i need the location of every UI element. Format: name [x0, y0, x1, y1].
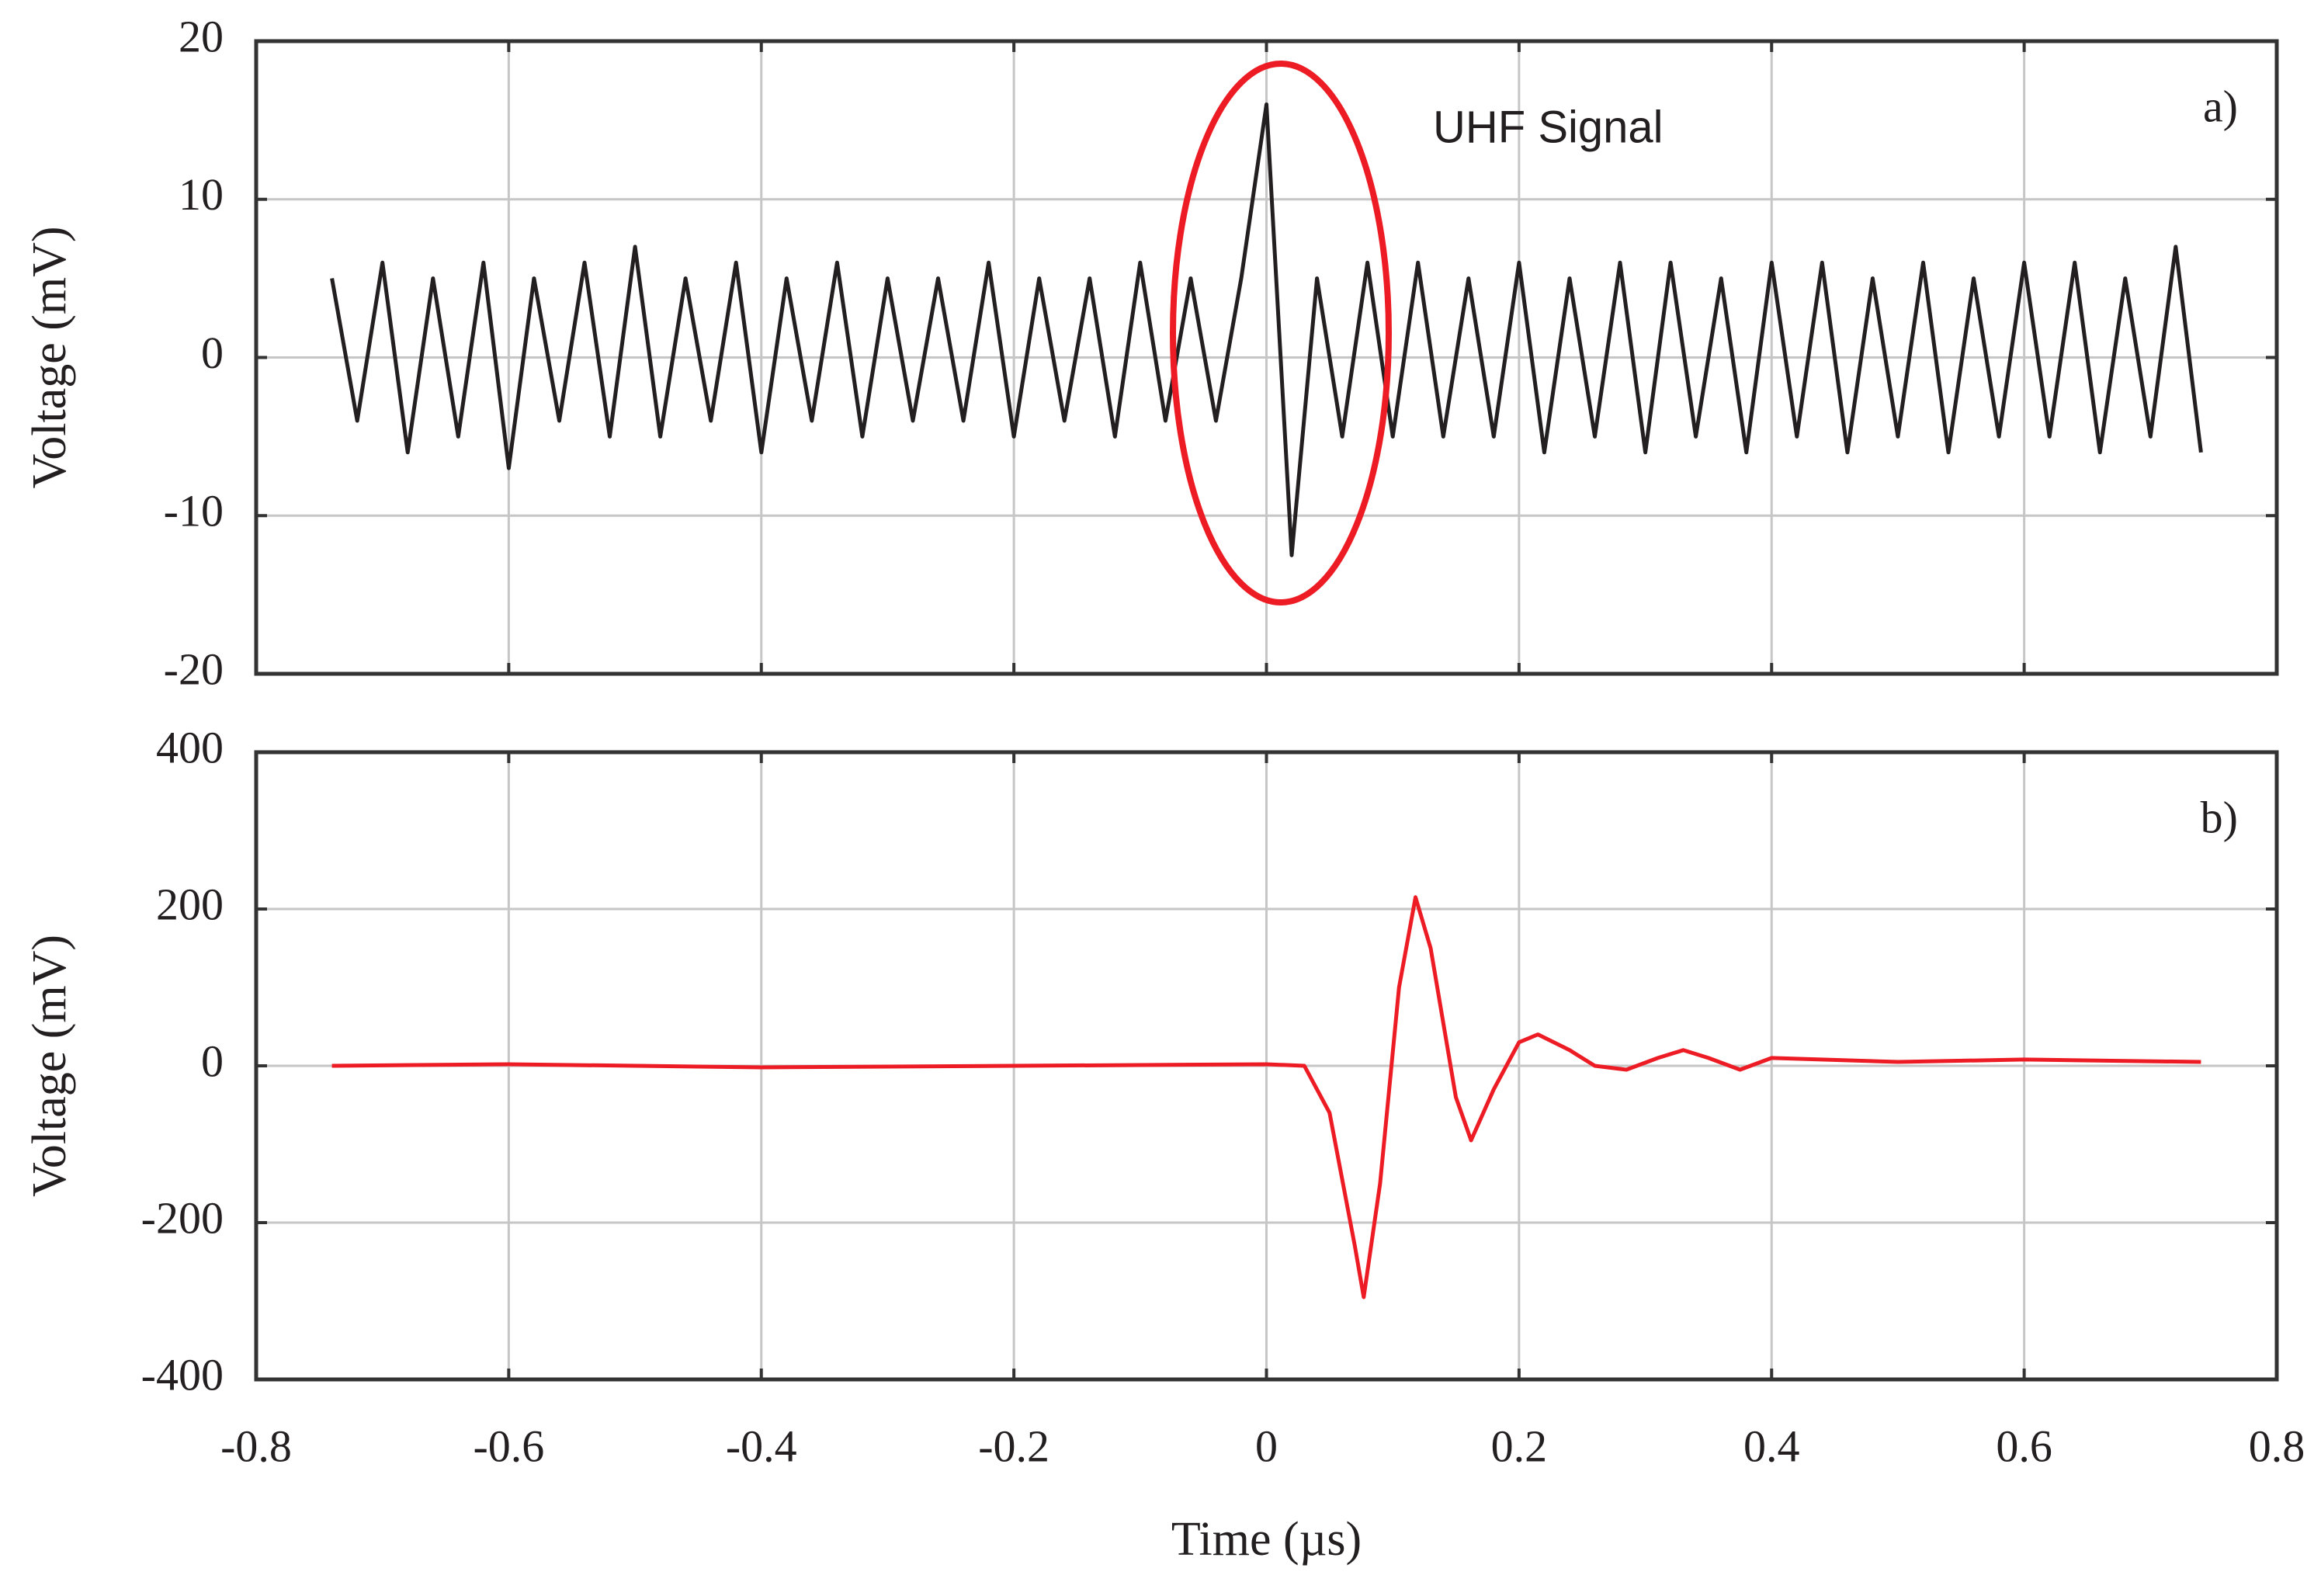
x-axis-label: Time (µs): [1171, 1513, 1362, 1566]
panel-label: a): [2203, 81, 2238, 131]
x-tick-label: 0.4: [1743, 1421, 1800, 1471]
x-tick-label: -0.8: [220, 1421, 292, 1471]
x-tick-label: 0.2: [1491, 1421, 1548, 1471]
signal-line: [331, 895, 2201, 1299]
plot-frame: [254, 39, 2279, 676]
annotation: UHF Signal: [1433, 102, 1664, 152]
x-tick-label: 0.6: [1996, 1421, 2052, 1471]
highlight-ellipse: [1170, 61, 1392, 605]
y-tick-label: 10: [179, 169, 224, 220]
panel-label: b): [2201, 792, 2238, 842]
signal-line: [330, 102, 2203, 557]
x-tick-label: -0.2: [978, 1421, 1049, 1471]
x-tick-label: 0: [1255, 1421, 1278, 1471]
y-axis-label: Voltage (mV): [23, 935, 76, 1197]
plot-frame: [254, 750, 2279, 1382]
y-tick-label: 0: [201, 1036, 224, 1086]
y-tick-label: 0: [201, 328, 224, 378]
y-tick-label: -400: [141, 1349, 224, 1400]
y-tick-label: -20: [164, 644, 224, 694]
y-tick-label: -200: [141, 1192, 224, 1243]
x-tick-label: 0.8: [2249, 1421, 2305, 1471]
y-tick-label: 20: [179, 11, 224, 61]
y-tick-label: 200: [156, 879, 224, 929]
y-axis-label: Voltage (mV): [23, 226, 76, 488]
y-tick-label: 400: [156, 722, 224, 772]
x-tick-label: -0.4: [726, 1421, 797, 1471]
y-tick-label: -10: [164, 486, 224, 536]
x-tick-label: -0.6: [473, 1421, 544, 1471]
